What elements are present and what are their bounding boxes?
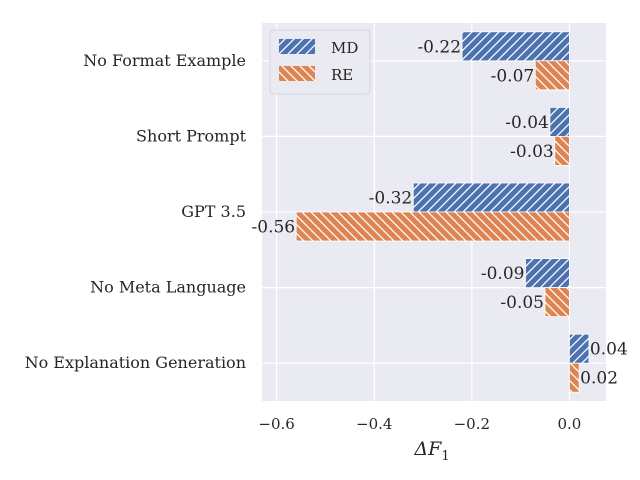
data-label-md-gpt-3-5: -0.32	[369, 189, 413, 209]
y-axis: No Format Example Short Prompt GPT 3.5 No M…	[25, 51, 247, 372]
category-label-gpt-3-5: GPT 3.5	[181, 202, 246, 221]
bar-md-no-format-example	[461, 31, 570, 62]
category-label-no-meta-language: No Meta Language	[90, 278, 246, 297]
bar-md-no-meta-language	[525, 258, 570, 289]
legend: MD RE	[269, 29, 371, 95]
x-tick-label: −0.6	[258, 415, 294, 433]
x-tick-label: −0.2	[454, 415, 490, 433]
data-label-re-no-format-example: -0.07	[491, 66, 535, 86]
data-label-md-no-meta-language: -0.09	[481, 264, 525, 284]
legend-swatch-re	[279, 66, 315, 81]
bar-re-short-prompt	[554, 135, 570, 166]
data-label-md-no-explanation-generation: 0.04	[590, 340, 628, 360]
bar-re-no-explanation-generation	[569, 362, 580, 393]
bar-labels: -0.22 -0.07 -0.04 -0.03 -0.32 -0.56 -0.09 -0.05…	[252, 37, 628, 388]
legend-label-md: MD	[331, 39, 358, 57]
data-label-re-short-prompt: -0.03	[510, 142, 554, 162]
bar-re-gpt-3-5	[295, 211, 570, 242]
legend-label-re: RE	[331, 66, 353, 84]
category-label-short-prompt: Short Prompt	[136, 126, 247, 145]
category-label-no-explanation-generation: No Explanation Generation	[25, 353, 246, 372]
bar-md-no-explanation-generation	[569, 333, 590, 364]
data-label-re-gpt-3-5: -0.56	[252, 218, 296, 238]
data-label-re-no-meta-language: -0.05	[500, 293, 544, 313]
data-label-md-short-prompt: -0.04	[505, 113, 549, 133]
bars	[295, 31, 590, 393]
bar-re-no-format-example	[534, 60, 570, 91]
data-label-re-no-explanation-generation: 0.02	[580, 369, 618, 389]
x-axis-label: ΔF1	[413, 438, 449, 464]
bar-md-gpt-3-5	[412, 182, 570, 213]
x-tick-label: 0.0	[557, 415, 581, 433]
bar-re-no-meta-language	[544, 287, 570, 318]
x-axis: −0.6 −0.4 −0.2 0.0	[258, 415, 581, 433]
category-label-no-format-example: No Format Example	[83, 51, 246, 70]
x-tick-label: −0.4	[356, 415, 392, 433]
legend-swatch-md	[279, 39, 315, 54]
data-label-md-no-format-example: -0.22	[417, 37, 461, 57]
bar-md-short-prompt	[549, 107, 570, 137]
